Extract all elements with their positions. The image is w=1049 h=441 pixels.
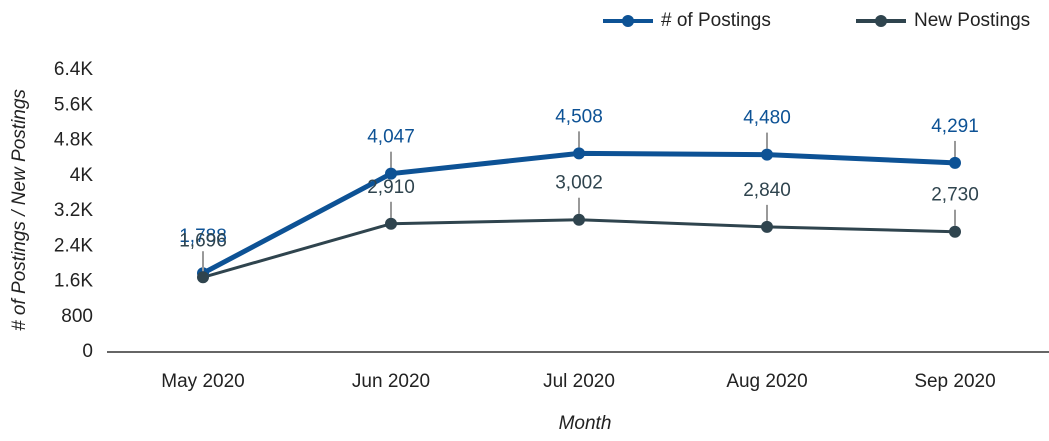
y-tick-label: 2.4K	[54, 235, 93, 256]
x-tick-label: Aug 2020	[726, 371, 807, 392]
data-label: 1,696	[179, 230, 227, 251]
point	[385, 217, 397, 230]
data-label: 4,047	[367, 127, 415, 148]
legend-label: # of Postings	[661, 10, 771, 31]
point	[949, 225, 961, 238]
data-label: 4,291	[931, 116, 979, 137]
point	[949, 156, 961, 169]
data-label: 2,730	[931, 185, 979, 206]
y-tick-label: 1.6K	[54, 271, 93, 292]
y-tick-label: 5.6K	[54, 94, 93, 115]
y-tick-label: 4K	[70, 165, 94, 186]
point	[761, 220, 773, 233]
x-axis-label: Month	[559, 413, 612, 434]
data-label: 2,910	[367, 177, 415, 198]
data-label: 2,840	[743, 180, 791, 201]
point	[197, 271, 209, 284]
data-label: 4,508	[555, 106, 603, 127]
legend-label: New Postings	[914, 10, 1030, 31]
x-tick-label: Jul 2020	[543, 371, 615, 392]
y-tick-label: 6.4K	[54, 59, 93, 80]
x-tick-label: Sep 2020	[914, 371, 995, 392]
data-label: 4,480	[743, 108, 791, 129]
y-tick-label: 3.2K	[54, 200, 93, 221]
point	[573, 213, 585, 226]
legend-dot	[622, 15, 634, 27]
point	[385, 167, 397, 180]
y-tick-label: 0	[82, 341, 93, 362]
series-line	[202, 218, 956, 279]
y-tick-label: 4.8K	[54, 130, 93, 151]
point	[761, 148, 773, 161]
y-axis-label: # of Postings / New Postings	[9, 89, 30, 331]
data-label: 3,002	[555, 173, 603, 194]
x-tick-label: Jun 2020	[352, 371, 430, 392]
data-label: 1,788	[179, 226, 227, 247]
legend-dot	[875, 15, 887, 27]
x-tick-label: May 2020	[161, 371, 244, 392]
y-tick-label: 800	[61, 306, 93, 327]
point	[573, 147, 585, 160]
